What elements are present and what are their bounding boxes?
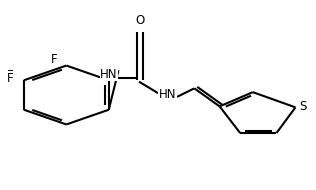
Text: HN: HN — [159, 89, 176, 101]
Text: F: F — [51, 53, 57, 66]
Text: F: F — [6, 72, 13, 85]
Text: F: F — [6, 69, 13, 82]
Text: HN: HN — [100, 68, 118, 81]
Text: O: O — [136, 14, 145, 27]
Text: S: S — [300, 100, 307, 113]
